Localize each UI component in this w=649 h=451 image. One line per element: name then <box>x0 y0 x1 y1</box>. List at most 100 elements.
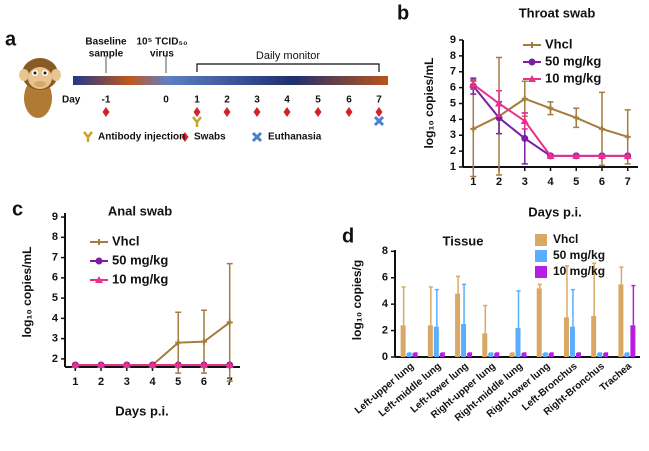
euthanasia-icon <box>373 115 385 127</box>
error-bar <box>631 284 636 326</box>
y-tick-label: 3 <box>450 129 456 141</box>
x-axis-label: Days p.i. <box>115 403 168 418</box>
legend-label: Vhcl <box>112 233 139 248</box>
data-point <box>572 151 581 159</box>
bar <box>548 353 554 357</box>
data-point <box>148 360 157 368</box>
error-bar <box>483 304 488 334</box>
error-bar <box>456 275 461 294</box>
data-point <box>175 339 182 346</box>
y-tick-label: 4 <box>52 312 59 324</box>
x-tick-label: 1 <box>72 376 78 388</box>
antibody-icon <box>192 116 202 127</box>
error-bar <box>434 288 439 327</box>
error-bar <box>401 286 406 326</box>
bar <box>569 326 575 357</box>
data-point <box>71 360 80 368</box>
data-point <box>97 360 106 368</box>
y-tick-label: 4 <box>450 113 457 125</box>
data-point <box>624 133 631 140</box>
error-bar <box>619 266 624 285</box>
bar <box>482 333 488 357</box>
panel-label: c <box>12 198 23 220</box>
error-bar <box>428 286 433 326</box>
timeline-bar <box>73 76 388 85</box>
data-point <box>520 116 529 124</box>
bar <box>624 353 630 357</box>
data-point <box>122 360 131 368</box>
data-point <box>469 80 478 88</box>
bar <box>591 316 597 357</box>
day-tick-label: 1 <box>194 95 200 106</box>
y-tick-label: 8 <box>450 50 456 62</box>
bar <box>467 353 473 357</box>
x-tick-label: 5 <box>573 176 579 188</box>
data-point <box>623 151 632 159</box>
y-tick-label: 8 <box>382 245 388 257</box>
y-tick-label: 2 <box>52 353 58 365</box>
legend-marker <box>528 75 536 82</box>
legend-label: Vhcl <box>553 232 578 246</box>
legend-label: 10 mg/kg <box>545 70 601 85</box>
data-point <box>200 338 207 345</box>
legend-label: Antibody injection <box>98 132 185 143</box>
data-point <box>573 114 580 121</box>
swab-marker <box>102 107 110 117</box>
y-tick-label: 5 <box>52 292 58 304</box>
baseline-label: Baseline <box>85 37 127 48</box>
bar <box>427 325 433 357</box>
legend-label: Euthanasia <box>268 132 322 143</box>
panel-label: b <box>397 2 409 24</box>
day-tick-label: 6 <box>346 95 352 106</box>
error-bar <box>570 288 575 327</box>
bar <box>439 353 445 357</box>
x-tick-label: 3 <box>124 376 130 388</box>
data-point <box>547 105 554 112</box>
legend-label: 50 mg/kg <box>553 248 605 262</box>
day-tick-label: 2 <box>224 95 230 106</box>
bar <box>630 325 636 357</box>
y-tick-label: 7 <box>450 66 456 78</box>
data-point <box>226 319 233 326</box>
y-tick-label: 1 <box>450 161 456 173</box>
y-tick-label: 9 <box>52 211 58 223</box>
chart-title: Throat swab <box>519 5 596 20</box>
data-point <box>597 151 606 159</box>
bar <box>603 353 609 357</box>
monkey-icon <box>19 58 61 118</box>
x-axis-label: Days p.i. <box>528 204 581 219</box>
data-point <box>546 151 555 159</box>
euthanasia-icon <box>251 131 263 143</box>
x-tick-label: 7 <box>625 176 631 188</box>
swab-marker <box>223 107 231 117</box>
y-tick-label: 6 <box>450 82 456 94</box>
error-bar <box>564 265 569 318</box>
swab-marker <box>253 107 261 117</box>
error-bar <box>516 290 521 328</box>
y-tick-label: 2 <box>450 145 456 157</box>
day-tick-label: 5 <box>315 95 321 106</box>
series-line <box>472 83 628 157</box>
swab-marker <box>193 107 201 117</box>
virus-label: virus <box>150 49 174 60</box>
data-point <box>199 360 208 368</box>
y-axis-label: log₁₀ copies/g <box>350 260 364 340</box>
monitor-bracket <box>196 63 380 72</box>
y-tick-label: 2 <box>382 324 388 336</box>
data-point <box>521 95 528 102</box>
y-axis-label: log₁₀ copies/mL <box>20 246 34 337</box>
swab-marker <box>375 107 383 117</box>
y-tick-label: 3 <box>52 333 58 345</box>
y-tick-label: 6 <box>382 272 388 284</box>
bar <box>515 327 521 357</box>
data-point <box>521 134 529 142</box>
series-line <box>472 85 628 157</box>
legend-label: Vhcl <box>545 36 572 51</box>
error-bar <box>592 262 597 317</box>
data-point <box>174 360 183 368</box>
y-tick-label: 0 <box>382 351 388 363</box>
day-label: Day <box>62 95 81 106</box>
y-tick-label: 5 <box>450 97 456 109</box>
virus-label: 10⁵ TCID₅₀ <box>136 37 187 48</box>
